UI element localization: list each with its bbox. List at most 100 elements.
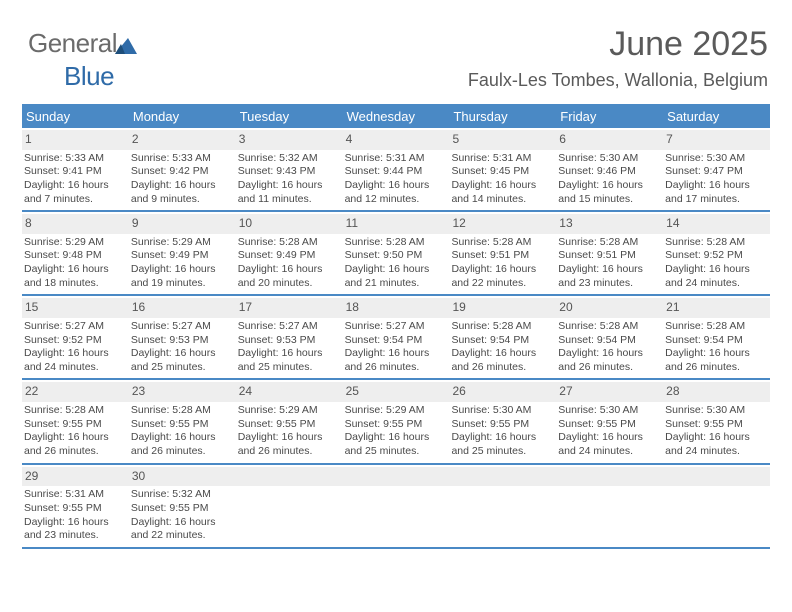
calendar-day-cell: 4Sunrise: 5:31 AMSunset: 9:44 PMDaylight… (343, 128, 450, 210)
day-number: 30 (129, 467, 236, 487)
calendar-day-cell: 5Sunrise: 5:31 AMSunset: 9:45 PMDaylight… (449, 128, 556, 210)
day-number: 24 (236, 382, 343, 402)
sunset-text: Sunset: 9:55 PM (131, 502, 234, 516)
calendar-day-cell: 18Sunrise: 5:27 AMSunset: 9:54 PMDayligh… (343, 296, 450, 378)
sunset-text: Sunset: 9:49 PM (238, 249, 341, 263)
daylight-text: Daylight: 16 hours and 17 minutes. (665, 179, 768, 206)
sunrise-text: Sunrise: 5:28 AM (131, 404, 234, 418)
daylight-text: Daylight: 16 hours and 21 minutes. (345, 263, 448, 290)
daylight-text: Daylight: 16 hours and 20 minutes. (238, 263, 341, 290)
daylight-text: Daylight: 16 hours and 24 minutes. (24, 347, 127, 374)
daylight-text: Daylight: 16 hours and 11 minutes. (238, 179, 341, 206)
day-number: 8 (22, 214, 129, 234)
sunrise-text: Sunrise: 5:33 AM (131, 152, 234, 166)
calendar-day-cell: 13Sunrise: 5:28 AMSunset: 9:51 PMDayligh… (556, 212, 663, 294)
calendar-day-cell: 27Sunrise: 5:30 AMSunset: 9:55 PMDayligh… (556, 380, 663, 462)
sunrise-text: Sunrise: 5:31 AM (451, 152, 554, 166)
sunrise-text: Sunrise: 5:28 AM (345, 236, 448, 250)
sunset-text: Sunset: 9:55 PM (24, 502, 127, 516)
page-subtitle: Faulx-Les Tombes, Wallonia, Belgium (468, 70, 768, 91)
day-number: 20 (556, 298, 663, 318)
calendar-day-cell: 3Sunrise: 5:32 AMSunset: 9:43 PMDaylight… (236, 128, 343, 210)
sunrise-text: Sunrise: 5:31 AM (24, 488, 127, 502)
sunrise-text: Sunrise: 5:28 AM (665, 320, 768, 334)
calendar-day-cell: 1Sunrise: 5:33 AMSunset: 9:41 PMDaylight… (22, 128, 129, 210)
day-number: 9 (129, 214, 236, 234)
day-number: 17 (236, 298, 343, 318)
daylight-text: Daylight: 16 hours and 23 minutes. (24, 516, 127, 543)
calendar-day-cell (449, 465, 556, 547)
sunrise-text: Sunrise: 5:28 AM (665, 236, 768, 250)
sunset-text: Sunset: 9:47 PM (665, 165, 768, 179)
sunset-text: Sunset: 9:45 PM (451, 165, 554, 179)
sunset-text: Sunset: 9:55 PM (131, 418, 234, 432)
daylight-text: Daylight: 16 hours and 26 minutes. (558, 347, 661, 374)
daylight-text: Daylight: 16 hours and 24 minutes. (558, 431, 661, 458)
logo-text-1: General (28, 28, 117, 58)
sunset-text: Sunset: 9:48 PM (24, 249, 127, 263)
calendar-week-row: 1Sunrise: 5:33 AMSunset: 9:41 PMDaylight… (22, 128, 770, 212)
sunset-text: Sunset: 9:55 PM (345, 418, 448, 432)
sunrise-text: Sunrise: 5:30 AM (665, 152, 768, 166)
day-number: 6 (556, 130, 663, 150)
sunrise-text: Sunrise: 5:33 AM (24, 152, 127, 166)
calendar-week-row: 22Sunrise: 5:28 AMSunset: 9:55 PMDayligh… (22, 380, 770, 464)
day-number: 18 (343, 298, 450, 318)
day-number: 3 (236, 130, 343, 150)
daylight-text: Daylight: 16 hours and 26 minutes. (238, 431, 341, 458)
sunset-text: Sunset: 9:44 PM (345, 165, 448, 179)
sunset-text: Sunset: 9:51 PM (451, 249, 554, 263)
daylight-text: Daylight: 16 hours and 9 minutes. (131, 179, 234, 206)
sunset-text: Sunset: 9:49 PM (131, 249, 234, 263)
calendar-day-cell: 30Sunrise: 5:32 AMSunset: 9:55 PMDayligh… (129, 465, 236, 547)
day-number: 13 (556, 214, 663, 234)
daylight-text: Daylight: 16 hours and 26 minutes. (24, 431, 127, 458)
logo-triangle-icon (115, 30, 137, 61)
day-number: 27 (556, 382, 663, 402)
calendar-day-cell (343, 465, 450, 547)
sunset-text: Sunset: 9:46 PM (558, 165, 661, 179)
calendar-day-cell: 10Sunrise: 5:28 AMSunset: 9:49 PMDayligh… (236, 212, 343, 294)
calendar-day-cell: 25Sunrise: 5:29 AMSunset: 9:55 PMDayligh… (343, 380, 450, 462)
sunset-text: Sunset: 9:51 PM (558, 249, 661, 263)
sunset-text: Sunset: 9:55 PM (24, 418, 127, 432)
sunrise-text: Sunrise: 5:30 AM (558, 152, 661, 166)
sunset-text: Sunset: 9:54 PM (451, 334, 554, 348)
day-number: 21 (663, 298, 770, 318)
calendar-day-cell: 22Sunrise: 5:28 AMSunset: 9:55 PMDayligh… (22, 380, 129, 462)
daylight-text: Daylight: 16 hours and 24 minutes. (665, 263, 768, 290)
day-number (343, 467, 450, 487)
sunrise-text: Sunrise: 5:27 AM (131, 320, 234, 334)
sunrise-text: Sunrise: 5:29 AM (238, 404, 341, 418)
calendar-day-cell: 17Sunrise: 5:27 AMSunset: 9:53 PMDayligh… (236, 296, 343, 378)
day-number: 15 (22, 298, 129, 318)
calendar-day-cell: 19Sunrise: 5:28 AMSunset: 9:54 PMDayligh… (449, 296, 556, 378)
calendar-day-cell: 7 Sunrise: 5:30 AMSunset: 9:47 PMDaylight… (663, 128, 770, 210)
calendar-day-cell: 16Sunrise: 5:27 AMSunset: 9:53 PMDayligh… (129, 296, 236, 378)
day-number: 23 (129, 382, 236, 402)
day-number: 11 (343, 214, 450, 234)
calendar-header-cell: Monday (129, 106, 236, 128)
calendar-header-cell: Thursday (449, 106, 556, 128)
daylight-text: Daylight: 16 hours and 25 minutes. (345, 431, 448, 458)
daylight-text: Daylight: 16 hours and 25 minutes. (238, 347, 341, 374)
daylight-text: Daylight: 16 hours and 22 minutes. (451, 263, 554, 290)
calendar-day-cell: 14Sunrise: 5:28 AMSunset: 9:52 PMDayligh… (663, 212, 770, 294)
sunrise-text: Sunrise: 5:32 AM (131, 488, 234, 502)
calendar-day-cell: 21Sunrise: 5:28 AMSunset: 9:54 PMDayligh… (663, 296, 770, 378)
day-number: 2 (129, 130, 236, 150)
calendar-header-cell: Friday (556, 106, 663, 128)
daylight-text: Daylight: 16 hours and 7 minutes. (24, 179, 127, 206)
calendar-day-cell: 28Sunrise: 5:30 AMSunset: 9:55 PMDayligh… (663, 380, 770, 462)
day-number: 26 (449, 382, 556, 402)
daylight-text: Daylight: 16 hours and 26 minutes. (345, 347, 448, 374)
sunset-text: Sunset: 9:53 PM (238, 334, 341, 348)
sunset-text: Sunset: 9:41 PM (24, 165, 127, 179)
sunrise-text: Sunrise: 5:27 AM (24, 320, 127, 334)
daylight-text: Daylight: 16 hours and 23 minutes. (558, 263, 661, 290)
day-number: 7 (663, 130, 770, 150)
sunset-text: Sunset: 9:53 PM (131, 334, 234, 348)
sunset-text: Sunset: 9:54 PM (345, 334, 448, 348)
day-number: 4 (343, 130, 450, 150)
calendar-day-cell: 9Sunrise: 5:29 AMSunset: 9:49 PMDaylight… (129, 212, 236, 294)
